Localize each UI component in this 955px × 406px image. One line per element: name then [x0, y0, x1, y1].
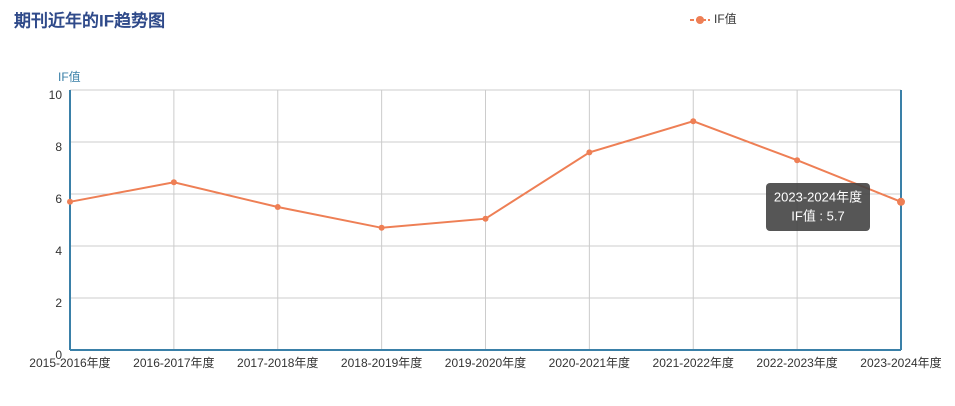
y-tick-label: 6	[55, 192, 62, 206]
tooltip-title: 2023-2024年度	[774, 189, 862, 204]
x-tick-label: 2021-2022年度	[653, 355, 734, 370]
x-tick-label: 2022-2023年度	[756, 355, 837, 370]
y-axis-label: IF值	[58, 69, 81, 84]
x-tick-label: 2019-2020年度	[445, 355, 526, 370]
legend-marker	[696, 16, 704, 24]
point	[378, 224, 385, 231]
x-tick-label: 2017-2018年度	[237, 355, 318, 370]
point	[67, 198, 73, 205]
x-tick-label: 2023-2024年度	[860, 355, 941, 370]
point	[897, 197, 905, 206]
tooltip-text: IF值 : 5.7	[791, 208, 844, 223]
chart-title: 期刊近年的IF趋势图	[14, 10, 165, 30]
y-tick-label: 0	[55, 348, 62, 362]
x-tick-label: 2015-2016年度	[29, 355, 110, 370]
point	[482, 215, 489, 222]
y-tick-label: 8	[55, 140, 62, 154]
point	[170, 179, 177, 186]
x-tick-label: 2016-2017年度	[133, 355, 214, 370]
x-tick-label: 2018-2019年度	[341, 355, 422, 370]
y-tick-label: 4	[55, 244, 62, 258]
point	[586, 149, 593, 156]
y-tick-label: 10	[49, 88, 63, 102]
tooltip: 2023-2024年度 IF值 : 5.7	[766, 183, 870, 231]
x-tick-label: 2020-2021年度	[549, 355, 630, 370]
point	[794, 157, 801, 164]
point	[274, 204, 281, 210]
tooltip-box	[766, 183, 870, 231]
legend-label: IF值	[714, 11, 737, 26]
y-tick-label: 2	[55, 296, 62, 310]
legend[interactable]: IF值	[690, 11, 737, 26]
point	[690, 118, 697, 125]
